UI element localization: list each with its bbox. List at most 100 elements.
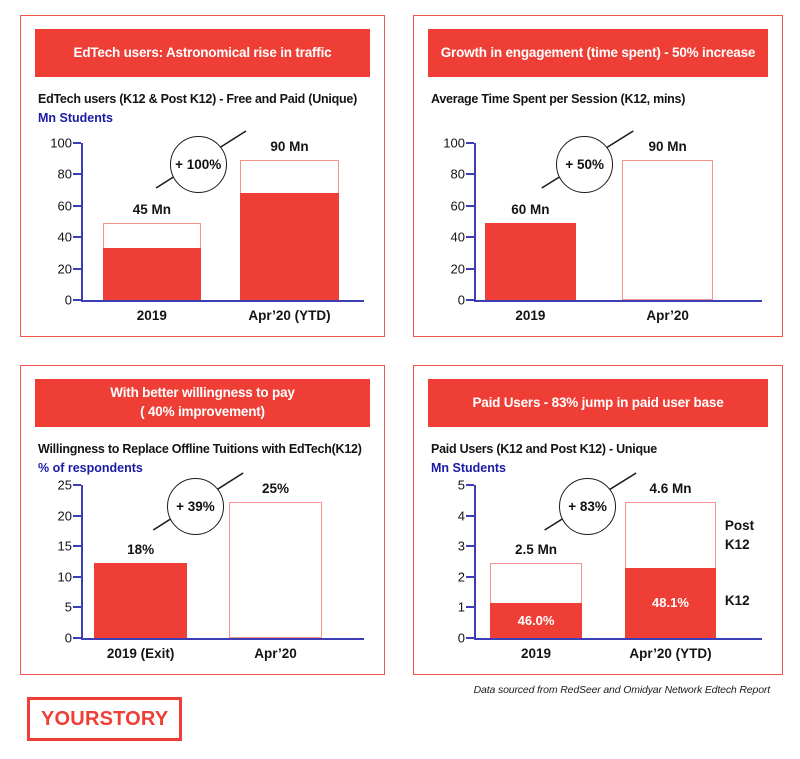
bar-value-label: 90 Mn [648, 139, 687, 155]
x-axis-category-label: 2019 [515, 308, 546, 323]
y-axis-tick-mark [73, 575, 81, 578]
y-axis-tick-mark [73, 545, 81, 548]
y-axis-tick-mark [73, 173, 81, 176]
bar-total [229, 502, 322, 638]
y-axis-tick-mark [73, 484, 81, 486]
y-axis-tick-label: 80 [450, 166, 465, 182]
bar-solid-portion [490, 602, 582, 638]
bar-value-label: 18% [127, 542, 155, 558]
y-axis-tick-label: 5 [457, 477, 465, 493]
banner-title-line2: ( 40% improvement) [140, 404, 265, 419]
y-axis-tick-label: 20 [450, 261, 465, 277]
y-axis-tick-label: 1 [457, 599, 465, 615]
y-axis-tick-label: 60 [450, 198, 465, 214]
y-axis-tick-mark [73, 299, 81, 301]
banner-title-line1: Paid Users - 83% jump in paid user base [472, 394, 724, 410]
y-axis-tick-mark [466, 173, 474, 176]
chart-plot: 0 1 2 3 4 5 46.0% 2.5 Mn 2019 48.1% 4.6 Mn Apr’20 (… [458, 472, 762, 661]
y-axis-tick-label: 20 [57, 508, 72, 524]
chart-subtitle: Willingness to Replace Offline Tuitions … [38, 442, 362, 456]
bar-percentage-label: 46.0% [517, 612, 555, 628]
y-axis-tick-label: 0 [64, 630, 72, 646]
chart-unit-label [431, 111, 782, 128]
y-axis-tick-label: 5 [64, 599, 72, 615]
y-axis-tick-mark [466, 204, 474, 207]
chart-unit-label: % of respondents [38, 461, 143, 475]
bar-value-label: 90 Mn [270, 139, 309, 155]
y-axis-tick-mark [466, 637, 474, 639]
y-axis-tick-label: 3 [457, 538, 465, 554]
y-axis-tick-label: 2 [457, 569, 465, 585]
x-axis-category-label: 2019 [521, 646, 552, 661]
x-axis-category-label: 2019 [136, 308, 167, 323]
chart-plot: 0 20 40 60 80 100 45 Mn 2019 90 Mn Apr’20 (YTD) + … [50, 130, 364, 323]
bar-value-label: 2.5 Mn [515, 542, 558, 558]
bar-value-label: 25% [261, 481, 289, 497]
y-axis-tick-mark [73, 267, 81, 270]
y-axis-tick-mark [466, 236, 474, 239]
growth-annotation-circle: + 50% [556, 136, 614, 193]
bar-solid-portion [94, 563, 187, 638]
bar-value-label: 60 Mn [511, 202, 550, 218]
data-source-note: Data sourced from RedSeer and Omidyar Ne… [473, 684, 771, 696]
y-axis-tick-mark [466, 267, 474, 270]
chart-area: 0 20 40 60 80 100 60 Mn 2019 90 Mn Apr’20 + 50% [432, 128, 770, 330]
bar-solid-portion [102, 248, 201, 300]
banner-title-line1: Growth in engagement (time spent) - 50% … [440, 44, 756, 60]
y-axis-tick-label: 0 [64, 292, 72, 308]
x-axis-category-label: 2019 (Exit) [106, 646, 175, 661]
y-axis-tick-label: 40 [57, 229, 72, 245]
y-axis-tick-mark [466, 545, 474, 548]
y-axis-tick-label: 15 [57, 538, 72, 554]
y-axis-tick-label: 10 [57, 569, 72, 585]
panel-paid-users: Paid Users - 83% jump in paid user base … [413, 365, 783, 675]
chart-area: 0 5 10 15 20 25 18% 2019 (Exit) 25% Apr’20 + 39% [39, 470, 372, 668]
series-side-label: K12 [724, 593, 750, 609]
growth-annotation-circle: + 39% [166, 478, 224, 535]
y-axis-tick-mark [466, 142, 474, 144]
y-axis-tick-mark [73, 142, 81, 144]
y-axis-tick-mark [466, 299, 474, 301]
chart-subtitle: EdTech users (K12 & Post K12) - Free and… [38, 92, 357, 106]
y-axis-tick-label: 80 [57, 166, 72, 182]
growth-trend-line [544, 472, 637, 531]
growth-annotation-circle: + 100% [169, 136, 227, 193]
y-axis-tick-label: 4 [457, 508, 465, 524]
y-axis-tick-label: 100 [50, 135, 72, 151]
chart-unit-label: Mn Students [431, 461, 506, 475]
x-axis-category-label: Apr’20 [254, 646, 297, 661]
y-axis-tick-label: 0 [457, 630, 465, 646]
y-axis-tick-mark [466, 606, 474, 609]
chart-area: 0 1 2 3 4 5 46.0% 2.5 Mn 2019 48.1% 4.6 Mn Apr’20 (… [432, 470, 770, 668]
panel-banner: With better willingness to pay ( 40% imp… [35, 379, 370, 427]
bar-percentage-label: 48.1% [652, 595, 689, 611]
bar-value-label: 45 Mn [132, 202, 171, 218]
series-side-label: Post K12 [724, 518, 755, 552]
growth-annotation-circle: + 83% [559, 478, 617, 535]
x-axis-category-label: Apr’20 [646, 308, 689, 323]
banner-title-line1: EdTech users: Astronomical rise in traff… [73, 44, 332, 60]
panel-banner: EdTech users: Astronomical rise in traff… [35, 29, 370, 77]
chart-plot: 0 5 10 15 20 25 18% 2019 (Exit) 25% Apr’20 + 39% [58, 472, 364, 661]
panel-willingness-to-pay: With better willingness to pay ( 40% imp… [20, 365, 385, 675]
panel-edtech-users-traffic: EdTech users: Astronomical rise in traff… [20, 15, 385, 337]
y-axis-tick-mark [73, 204, 81, 207]
x-axis-category-label: Apr’20 (YTD) [248, 308, 331, 323]
chart-plot: 0 20 40 60 80 100 60 Mn 2019 90 Mn Apr’20 + 50% [443, 130, 762, 323]
y-axis-tick-mark [466, 575, 474, 578]
y-axis-tick-mark [73, 606, 81, 609]
chart-unit-label: Mn Students [38, 111, 113, 125]
panel-banner: Paid Users - 83% jump in paid user base [428, 379, 768, 427]
bar-value-label: 4.6 Mn [649, 480, 692, 496]
x-axis-category-label: Apr’20 (YTD) [629, 646, 712, 661]
y-axis-tick-label: 40 [450, 229, 465, 245]
chart-subtitle: Average Time Spent per Session (K12, min… [431, 92, 686, 106]
bar-solid-portion [484, 223, 577, 300]
yourstory-logo: YOURSTORY [27, 697, 183, 741]
y-axis-tick-mark [73, 637, 81, 639]
panel-engagement-growth: Growth in engagement (time spent) - 50% … [413, 15, 783, 337]
y-axis-tick-mark [466, 514, 474, 517]
chart-subtitle: Paid Users (K12 and Post K12) - Unique [431, 442, 657, 456]
banner-title-line1: With better willingness to pay [110, 385, 295, 401]
y-axis-tick-mark [466, 484, 474, 486]
